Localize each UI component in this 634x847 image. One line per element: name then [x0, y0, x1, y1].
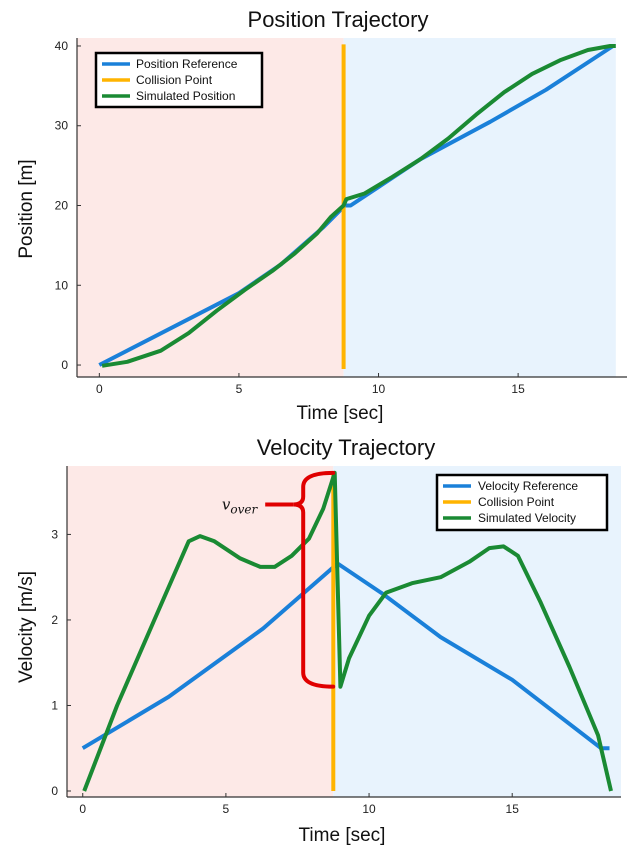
- velocity-chart: Velocity Trajectory 0 5 10 15 0 1 2 3 vover Ti…: [16, 435, 621, 846]
- position-chart-y-ticks: 0 10 20 30 40: [55, 39, 81, 372]
- position-chart-series-group: [98, 44, 616, 369]
- position-region-post-collision: [343, 38, 616, 377]
- velocity-region-pre-collision: [67, 466, 334, 797]
- overshoot-label-symbol: v: [222, 495, 231, 513]
- overshoot-label: vover: [222, 495, 259, 516]
- position-series-simulated-line: [101, 44, 616, 368]
- position-y-tick-label: 40: [55, 39, 69, 53]
- velocity-series-simulated-line: [82, 470, 613, 792]
- velocity-chart-regions: [67, 466, 621, 797]
- position-y-tick-label: 30: [55, 119, 69, 133]
- position-x-tick-label: 5: [236, 382, 243, 396]
- position-x-tick-label: 10: [372, 382, 386, 396]
- velocity-x-tick-label: 5: [223, 802, 230, 816]
- velocity-chart-x-label: Time [sec]: [299, 825, 386, 846]
- position-legend-label-simulated: Simulated Position: [136, 89, 235, 103]
- position-chart-title: Position Trajectory: [248, 7, 429, 32]
- position-chart-legend: Position Reference Collision Point Simul…: [94, 51, 264, 109]
- velocity-legend-label-simulated: Simulated Velocity: [478, 511, 576, 525]
- velocity-legend-label-reference: Velocity Reference: [478, 479, 578, 493]
- position-x-tick-label: 15: [511, 382, 525, 396]
- velocity-chart-y-ticks: 0 1 2 3: [51, 527, 71, 798]
- velocity-chart-series-group: [81, 470, 613, 792]
- overshoot-brace: [293, 470, 336, 689]
- position-chart-axes: [76, 38, 627, 378]
- position-chart-y-label: Position [m]: [16, 159, 37, 258]
- velocity-x-tick-label: 0: [79, 802, 86, 816]
- position-x-tick-label: 0: [96, 382, 103, 396]
- velocity-chart-title: Velocity Trajectory: [257, 435, 436, 460]
- velocity-x-tick-label: 15: [506, 802, 520, 816]
- position-chart: Position Trajectory 0 5 10 15 0 10 20 30 40 Tim…: [16, 7, 627, 424]
- position-legend-label-reference: Position Reference: [136, 57, 238, 71]
- position-y-tick-label: 10: [55, 278, 69, 292]
- position-y-tick-label: 0: [61, 358, 68, 372]
- velocity-y-tick-label: 1: [51, 698, 58, 712]
- velocity-y-tick-label: 2: [51, 613, 58, 627]
- velocity-chart-x-ticks: 0 5 10 15: [79, 793, 519, 816]
- velocity-legend-label-collision: Collision Point: [478, 495, 555, 509]
- position-legend-label-collision: Collision Point: [136, 73, 213, 87]
- position-chart-x-ticks: 0 5 10 15: [96, 373, 525, 396]
- overshoot-label-subscript: over: [230, 502, 258, 516]
- position-y-tick-label: 20: [55, 199, 69, 213]
- velocity-chart-axes: [66, 466, 621, 798]
- velocity-y-tick-label: 3: [51, 527, 58, 541]
- velocity-chart-y-label: Velocity [m/s]: [16, 571, 37, 683]
- velocity-chart-legend: Velocity Reference Collision Point Simul…: [435, 473, 609, 532]
- velocity-y-tick-label: 0: [51, 784, 58, 798]
- position-chart-x-label: Time [sec]: [297, 403, 384, 424]
- velocity-overshoot-annotation: vover: [222, 470, 336, 689]
- velocity-x-tick-label: 10: [362, 802, 376, 816]
